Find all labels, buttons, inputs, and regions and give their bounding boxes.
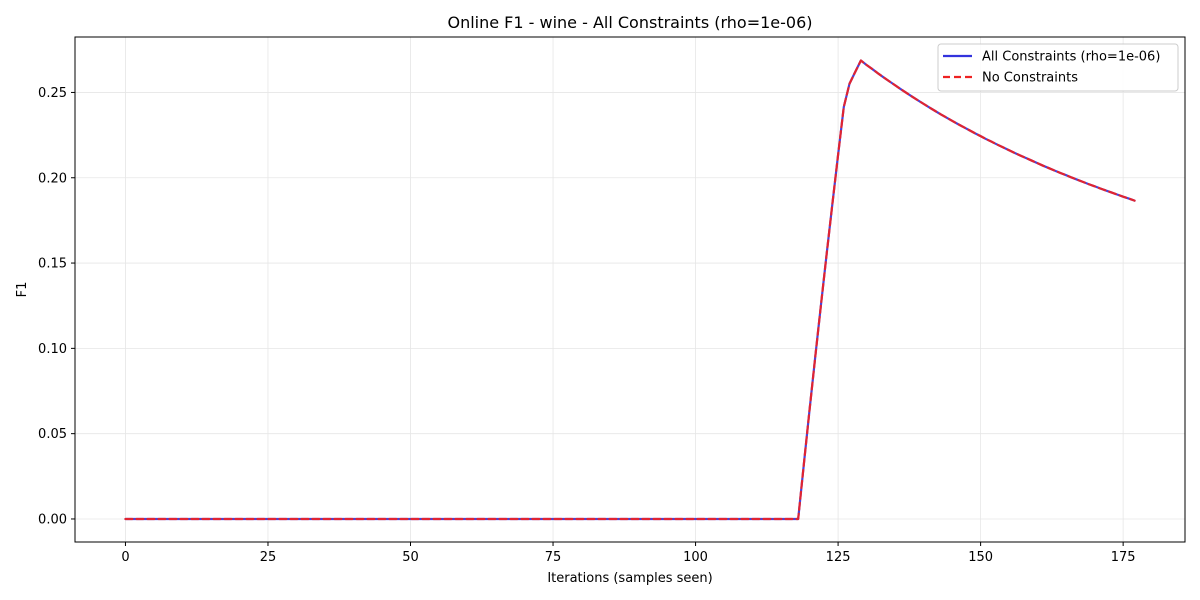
series-line-no-constraints xyxy=(124,59,1136,521)
x-tick-label: 50 xyxy=(402,550,419,565)
legend-label: No Constraints xyxy=(982,71,1078,86)
x-axis-label: Iterations (samples seen) xyxy=(547,571,712,586)
x-tick-label: 75 xyxy=(545,550,562,565)
x-tick-label: 25 xyxy=(260,550,277,565)
series-layer xyxy=(124,59,1136,521)
y-tick-label: 0.00 xyxy=(38,512,67,527)
y-tick-label: 0.25 xyxy=(38,86,67,101)
plot-frame xyxy=(74,36,1186,543)
y-tick-label: 0.20 xyxy=(38,171,67,186)
x-tick-label: 150 xyxy=(968,550,993,565)
legend-box xyxy=(937,43,1179,92)
y-axis-label: F1 xyxy=(15,282,30,298)
y-tick-label: 0.05 xyxy=(38,427,67,442)
x-tick-label: 0 xyxy=(121,550,129,565)
x-tick-label: 175 xyxy=(1111,550,1136,565)
chart-title: Online F1 - wine - All Constraints (rho=… xyxy=(447,13,812,32)
y-tick-label: 0.10 xyxy=(38,342,67,357)
legend-label: All Constraints (rho=1e-06) xyxy=(982,50,1160,65)
ticks: 0 25 50 75 100 125 150 175 0.00 0.05 0.10 0.15 0.20 0… xyxy=(38,86,1136,565)
x-tick-label: 125 xyxy=(826,550,851,565)
x-tick-label: 100 xyxy=(683,550,708,565)
y-tick-label: 0.15 xyxy=(38,257,67,272)
legend: All Constraints (rho=1e-06) No Constraint… xyxy=(937,43,1179,92)
